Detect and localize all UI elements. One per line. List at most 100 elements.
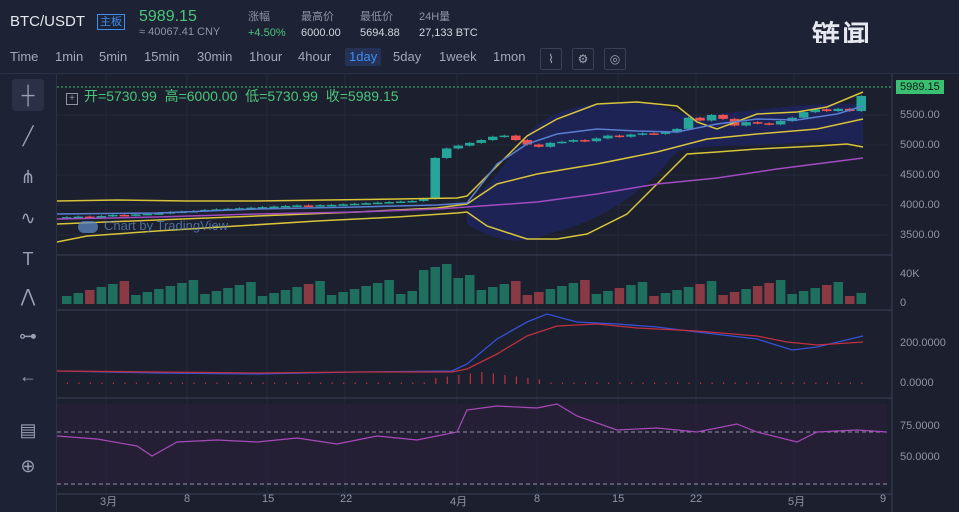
macd-bar [619, 382, 621, 384]
macd-bar [170, 382, 172, 384]
macd-bar [723, 382, 725, 384]
candle [580, 140, 590, 142]
volume-bar [269, 293, 279, 304]
collapse-icon[interactable]: + [66, 93, 78, 105]
interval-1min[interactable]: 1min [55, 49, 84, 64]
candle [626, 134, 636, 137]
pitchfork-icon[interactable]: ⋔ [20, 167, 36, 187]
volume-bar [649, 296, 659, 304]
macd-bar [838, 382, 840, 384]
interval-5day[interactable]: 5day [393, 49, 422, 64]
interval-30min[interactable]: 30min [197, 49, 233, 64]
tradingview-watermark: Chart by TradingView [78, 218, 228, 233]
candle [326, 204, 337, 207]
candle [695, 117, 705, 121]
volume-bar [234, 285, 245, 304]
brush-icon[interactable]: ∿ [20, 208, 36, 228]
volume-bar [223, 288, 233, 304]
volume-bar [303, 284, 314, 304]
time-tick: 9 [880, 493, 887, 505]
interval-time[interactable]: Time [10, 49, 39, 64]
ruler-icon[interactable]: ▤ [19, 420, 37, 440]
candle [614, 135, 625, 138]
macd-bar [216, 382, 218, 384]
ohlc-readout: + 开=5730.99 高=6000.00 低=5730.99 收=5989.15 [66, 86, 399, 106]
interval-5min[interactable]: 5min [99, 49, 128, 64]
macd-bar [642, 382, 644, 384]
macd-bar [204, 382, 207, 384]
measure-icon[interactable]: ⊶ [19, 326, 37, 346]
volume-bar [810, 288, 820, 304]
candle [476, 140, 487, 143]
macd-bar [688, 382, 690, 384]
interval-1day[interactable]: 1day [345, 48, 382, 66]
macd-bar [435, 378, 437, 384]
volume-bar [372, 283, 383, 304]
macd-bar [458, 375, 460, 384]
candle [361, 203, 371, 205]
pair-title[interactable]: BTC/USDT [10, 13, 85, 30]
macd-bar [584, 382, 587, 384]
volume-bars [62, 264, 866, 304]
price-tick: 4500.00 [900, 169, 940, 181]
text-icon[interactable]: T [22, 249, 34, 269]
candle [257, 207, 268, 209]
volume-bar [821, 285, 832, 304]
candle [73, 216, 84, 219]
time-tick: 22 [340, 493, 353, 505]
stat-low: 最低价 5694.88 [360, 11, 400, 39]
volume-bar [85, 290, 95, 304]
macd-bar [124, 382, 126, 384]
volume-bar [752, 286, 763, 304]
time-tick: 8 [534, 493, 541, 505]
back-arrow-icon[interactable]: ← [19, 366, 37, 386]
zoom-icon[interactable]: ⊕ [20, 456, 36, 476]
volume-bar [257, 296, 268, 304]
pattern-icon[interactable]: ⋀ [20, 286, 36, 306]
interval-toolbar: Time 1min 5min 15min 30min 1hour 4hour 1… [0, 43, 959, 74]
volume-bar [338, 292, 348, 304]
price-chart[interactable] [57, 74, 959, 512]
candle [372, 202, 383, 205]
macd-tick: 200.0000 [900, 337, 946, 349]
macd-bar [780, 382, 782, 384]
interval-1hour[interactable]: 1hour [249, 49, 283, 64]
interval-15min[interactable]: 15min [144, 49, 180, 64]
volume-bar [787, 294, 797, 304]
volume-bar [775, 280, 786, 304]
candle [683, 117, 694, 129]
crosshair-icon[interactable]: ┼ [12, 79, 44, 111]
cny-price: ≈ 40067.41 CNY [139, 26, 221, 38]
volume-bar [844, 296, 855, 304]
candle [384, 202, 394, 204]
volume-bar [603, 291, 613, 304]
candle [821, 109, 832, 112]
macd-bar [607, 382, 610, 384]
candle [292, 205, 302, 207]
volume-bar [395, 294, 406, 304]
interval-1week[interactable]: 1week [439, 49, 477, 64]
volume-bar [131, 295, 141, 304]
volume-bar [741, 289, 751, 304]
macd-bar [677, 382, 679, 384]
settings-icon[interactable]: ⚙ [572, 48, 594, 70]
macd-bar [343, 382, 345, 384]
interval-1mon[interactable]: 1mon [493, 49, 526, 64]
candle [303, 205, 314, 207]
volume-bar [441, 264, 452, 304]
volume-bar [833, 282, 843, 304]
time-tick: 4月 [450, 496, 468, 508]
volume-bar [453, 278, 463, 304]
trendline-icon[interactable]: ╱ [22, 126, 34, 146]
macd-bar [135, 382, 138, 384]
volume-bar [188, 280, 199, 304]
market-header: BTC/USDT 主板 5989.15 ≈ 40067.41 CNY 涨幅 +4.… [0, 0, 959, 52]
candle [764, 123, 774, 125]
macd-bar [550, 382, 552, 384]
indicator-icon[interactable]: ⌇ [540, 48, 562, 70]
macd-bar [366, 382, 368, 384]
interval-4hour[interactable]: 4hour [298, 49, 332, 64]
screenshot-icon[interactable]: ◎ [604, 48, 626, 70]
candle [108, 214, 118, 217]
volume-bar [626, 285, 636, 304]
